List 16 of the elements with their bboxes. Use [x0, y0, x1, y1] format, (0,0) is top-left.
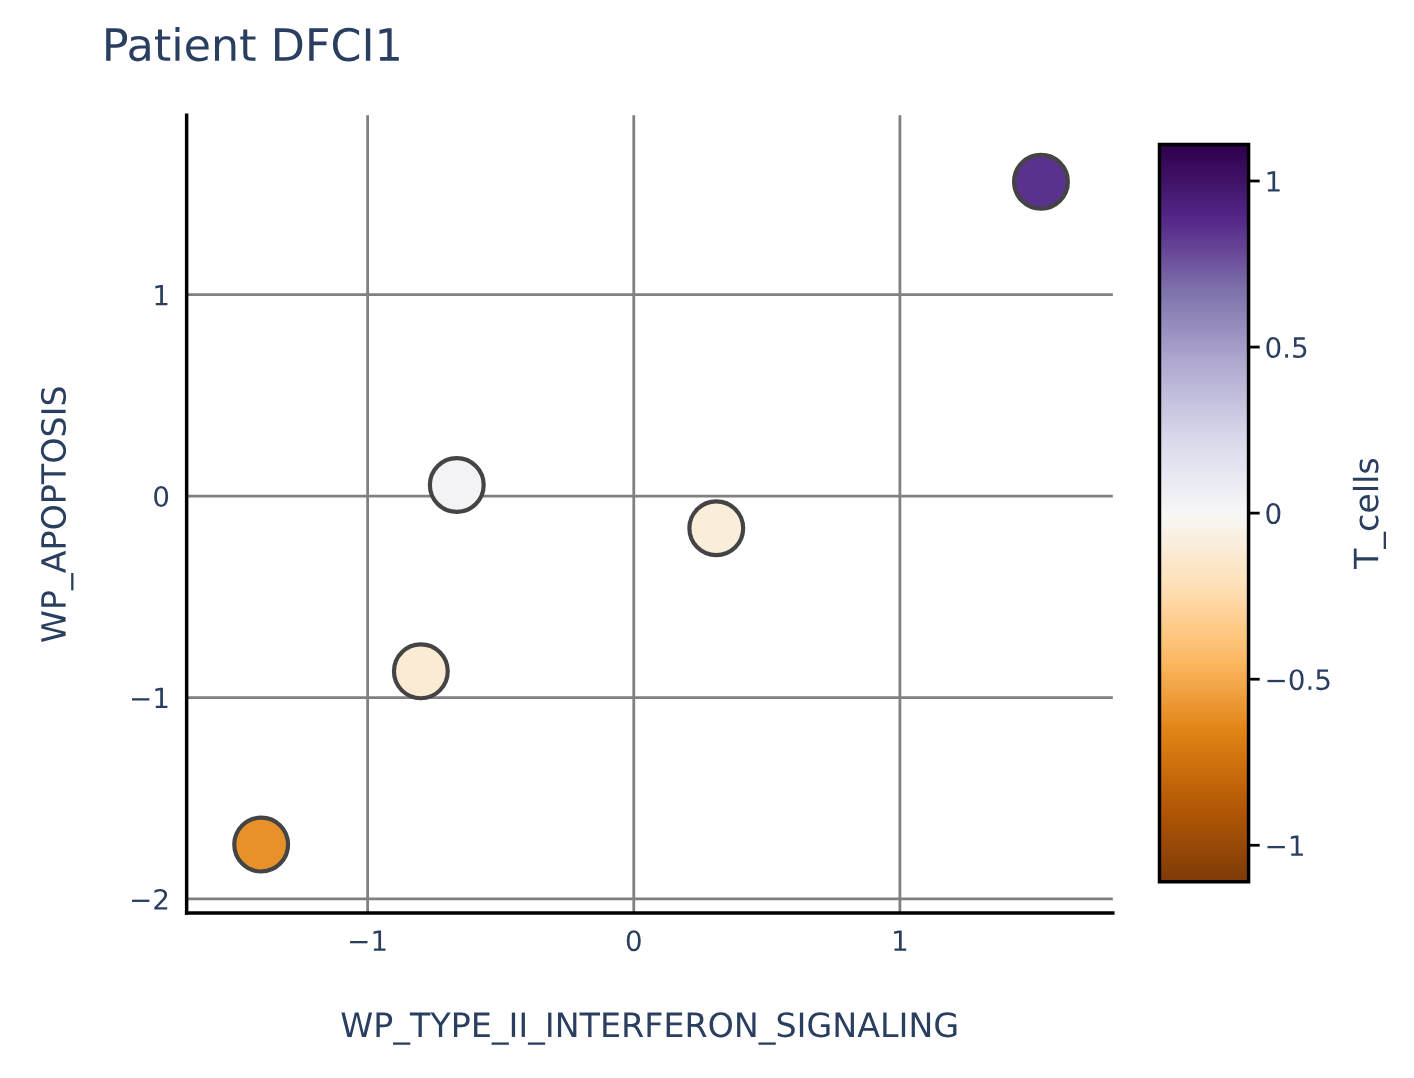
x-tick-label: 1 — [894, 930, 907, 951]
color-bar-label: −1 — [1267, 835, 1303, 856]
color-bar-label: 1 — [1267, 171, 1280, 192]
y-axis-title: WP_APOPTOSIS — [40, 387, 74, 642]
y-tick-label: −1 — [131, 687, 168, 709]
color-bar-label: −0.5 — [1267, 669, 1330, 691]
y-tick-label: 1 — [155, 284, 168, 306]
x-tick-label: −1 — [350, 930, 386, 951]
y-tick-label: 0 — [154, 486, 169, 508]
x-tick-label: 0 — [626, 930, 641, 952]
color-bar-title: T_cells — [1352, 458, 1387, 570]
chart-title: Patient DFCI1 — [106, 27, 399, 62]
x-axis-title: WP_TYPE_II_INTERFERON_SIGNALING — [341, 1012, 957, 1045]
color-bar-label: 0 — [1266, 503, 1281, 525]
y-tick-label: −2 — [131, 888, 168, 910]
color-bar-label: 0.5 — [1266, 336, 1307, 359]
